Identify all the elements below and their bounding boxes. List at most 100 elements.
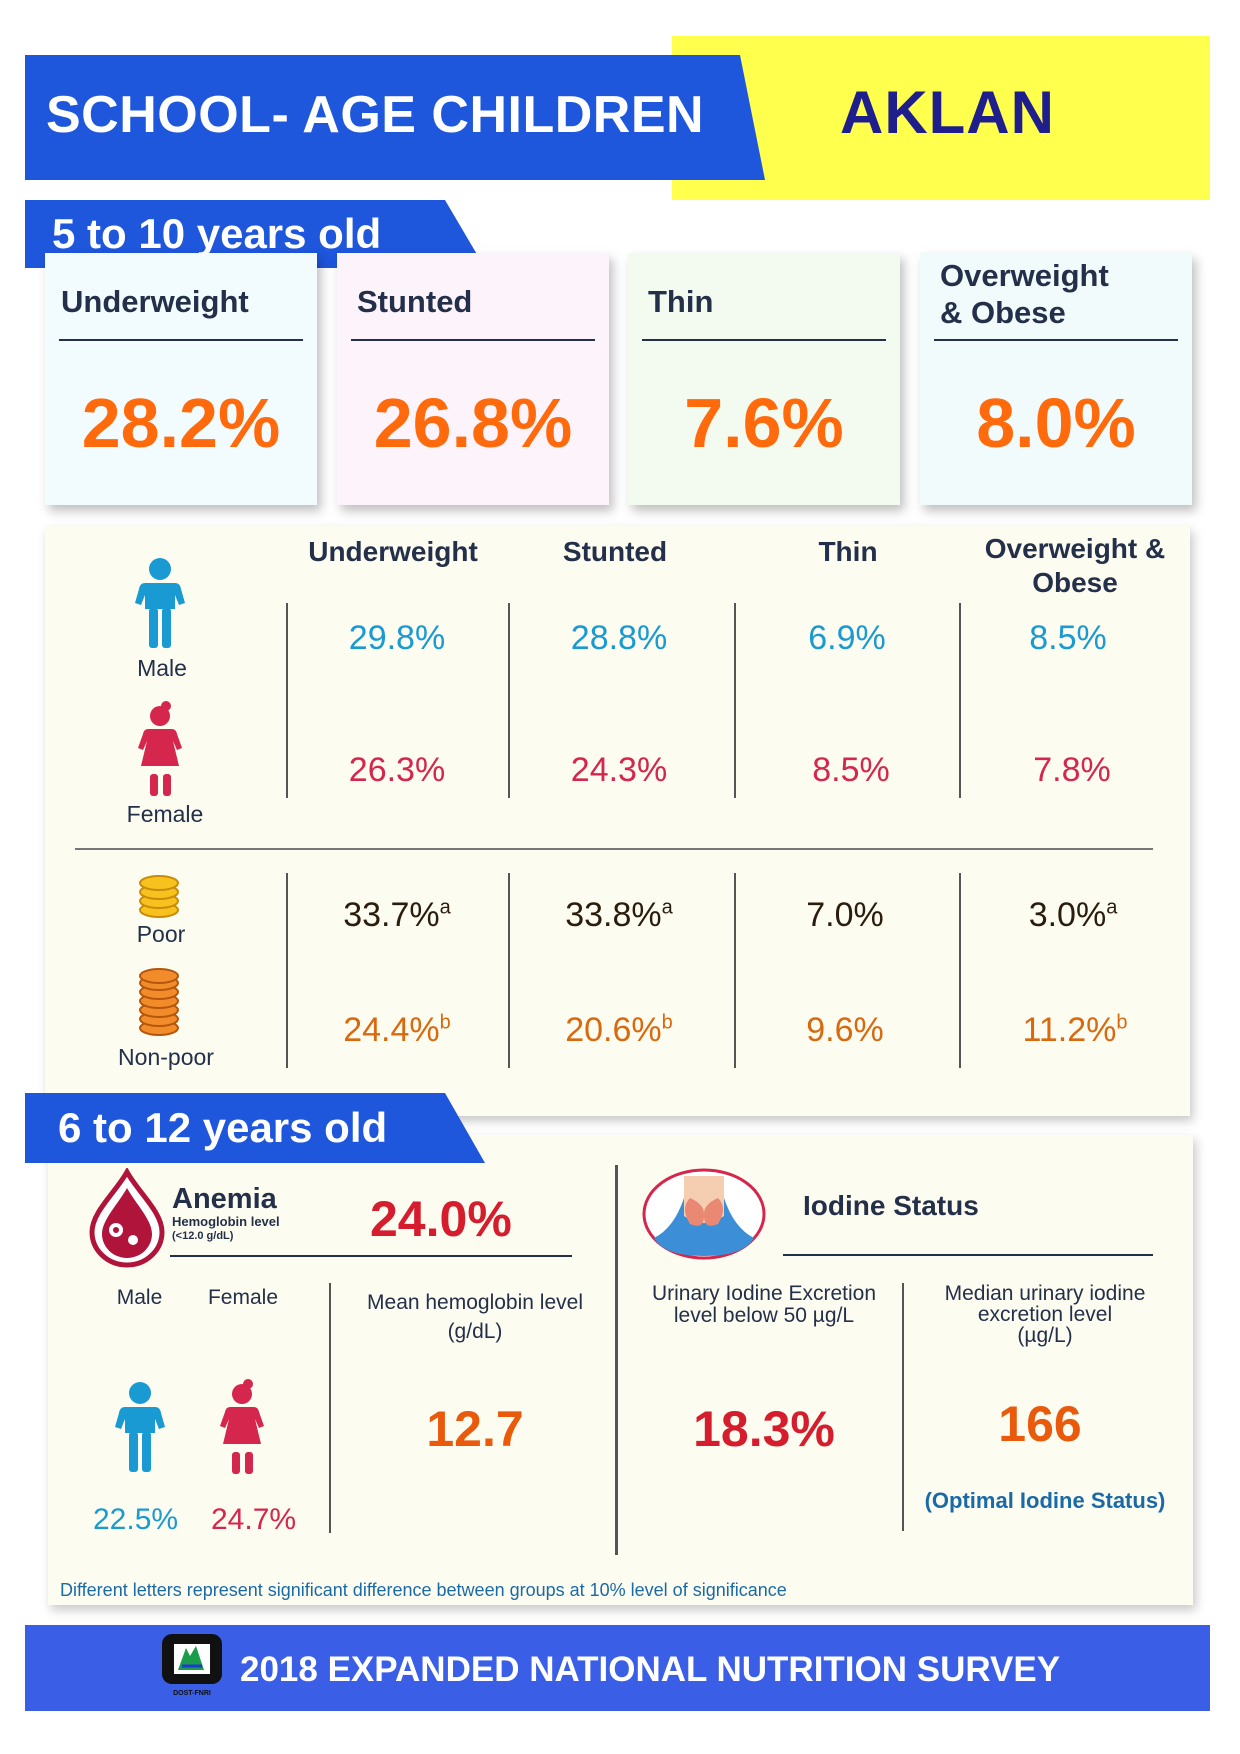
row-label-poor: Poor: [136, 921, 186, 947]
female-stunted: 24.3%: [570, 751, 668, 789]
median-iodine-label: Median urinary iodine excretion level (µ…: [915, 1283, 1175, 1346]
divider: [615, 1165, 618, 1555]
female-icon: [138, 701, 182, 796]
poor-underweight: 33.7%a: [297, 896, 497, 935]
divider: [286, 603, 288, 798]
iodine-status-note: (Optimal Iodine Status): [924, 1488, 1166, 1513]
anemia-male-label: Male: [116, 1286, 163, 1309]
value: 33.7%: [343, 896, 440, 934]
anemia-title: Anemia: [172, 1183, 277, 1215]
tall-coin-stack-icon: [139, 968, 179, 1036]
footer-title: 2018 EXPANDED NATIONAL NUTRITION SURVEY: [240, 1650, 1061, 1689]
significance-letter: b: [661, 1011, 673, 1034]
label-line2: (g/dL): [447, 1320, 503, 1343]
significance-letter: a: [439, 896, 451, 919]
logo-text: DOST-FNRI: [173, 1690, 211, 1697]
anemia-male-value: 22.5%: [93, 1503, 179, 1536]
footnote: Different letters represent significant …: [60, 1580, 787, 1600]
significance-letter: a: [1106, 896, 1118, 919]
anemia-value: 24.0%: [370, 1191, 512, 1247]
nonpoor-stunted: 20.6%b: [519, 1011, 719, 1050]
coin-stack-icon: [139, 875, 179, 918]
divider: [329, 1283, 331, 1533]
divider: [170, 1255, 572, 1257]
median-iodine-value: 166: [998, 1396, 1082, 1452]
dost-fnri-logo: [162, 1634, 222, 1684]
section-label-6-12: 6 to 12 years old: [25, 1093, 485, 1163]
label-line1: Median urinary iodine: [944, 1282, 1146, 1305]
male-overweight-obese: 8.5%: [1029, 619, 1107, 657]
male-thin: 6.9%: [808, 619, 886, 657]
label-line1: Mean hemoglobin level: [367, 1291, 583, 1314]
section2-panel: [48, 1135, 1193, 1605]
female-overweight-obese: 7.8%: [1033, 751, 1111, 789]
value: 20.6%: [565, 1011, 662, 1049]
card-label: Overweight & Obese: [940, 257, 1109, 331]
card-value: 28.2%: [81, 384, 281, 462]
anemia-subtitle: Hemoglobin level: [172, 1214, 280, 1229]
stat-card-stunted: Stunted 26.8%: [337, 253, 609, 505]
divider: [783, 1254, 1153, 1256]
divider: [59, 339, 303, 341]
column-header-stunted: Stunted: [562, 536, 668, 567]
significance-letter: b: [439, 1011, 451, 1034]
label-line2: excretion level: [977, 1303, 1113, 1326]
male-underweight: 29.8%: [348, 619, 446, 657]
urinary-iodine-label: Urinary Iodine Excretion level below 50 …: [636, 1283, 892, 1327]
divider: [734, 873, 736, 1068]
region-name: AKLAN: [840, 79, 1055, 146]
value: 3.0%: [1028, 896, 1107, 934]
card-value: 26.8%: [373, 384, 573, 462]
poor-overweight-obese: 3.0%a: [973, 896, 1173, 935]
row-label-nonpoor: Non-poor: [118, 1044, 214, 1070]
stat-card-underweight: Underweight 28.2%: [45, 253, 317, 505]
blood-drop-icon: [89, 1168, 165, 1268]
iodine-title: Iodine Status: [803, 1190, 979, 1221]
stat-card-overweight-obese: Overweight & Obese 8.0%: [920, 253, 1192, 505]
divider: [959, 603, 961, 798]
label-line1: Urinary Iodine Excretion: [651, 1282, 877, 1305]
male-icon: [115, 1382, 165, 1472]
anemia-female-value: 24.7%: [211, 1503, 297, 1536]
card-label: Thin: [648, 284, 714, 319]
footer-band: [25, 1625, 1210, 1711]
anemia-female-label: Female: [207, 1286, 279, 1309]
divider: [508, 873, 510, 1068]
divider: [75, 848, 1153, 850]
value: 24.4%: [343, 1011, 440, 1049]
female-thin: 8.5%: [812, 751, 890, 789]
poor-stunted: 33.8%a: [519, 896, 719, 935]
card-value: 7.6%: [684, 384, 844, 462]
male-icon: [135, 558, 185, 648]
card-label-line1: Overweight: [940, 258, 1109, 293]
label-line3: (µg/L): [1017, 1324, 1073, 1347]
card-label: Stunted: [357, 284, 473, 319]
card-label: Underweight: [61, 284, 249, 319]
divider: [934, 339, 1178, 341]
divider: [959, 873, 961, 1068]
mean-hemoglobin-value: 12.7: [426, 1401, 524, 1457]
card-value: 8.0%: [976, 384, 1136, 462]
mean-hemoglobin-label: Mean hemoglobin level (g/dL): [355, 1288, 595, 1346]
thyroid-icon: [642, 1168, 766, 1260]
female-icon: [220, 1379, 264, 1474]
poor-thin: 7.0%: [806, 896, 884, 934]
column-header-line2: Obese: [1032, 567, 1118, 598]
column-header-underweight: Underweight: [308, 536, 478, 567]
stat-card-thin: Thin 7.6%: [628, 253, 900, 505]
divider: [508, 603, 510, 798]
nonpoor-overweight-obese: 11.2%b: [975, 1011, 1175, 1050]
breakdown-panel: [45, 526, 1190, 1116]
value: 33.8%: [565, 896, 662, 934]
divider: [734, 603, 736, 798]
female-underweight: 26.3%: [348, 751, 446, 789]
male-stunted: 28.8%: [570, 619, 668, 657]
divider: [286, 873, 288, 1068]
urinary-iodine-value: 18.3%: [693, 1401, 835, 1457]
nonpoor-thin: 9.6%: [806, 1011, 884, 1049]
significance-letter: b: [1116, 1011, 1128, 1034]
column-header-thin: Thin: [818, 536, 878, 567]
nonpoor-underweight: 24.4%b: [297, 1011, 497, 1050]
significance-letter: a: [661, 896, 673, 919]
value: 11.2%: [1022, 1011, 1117, 1049]
